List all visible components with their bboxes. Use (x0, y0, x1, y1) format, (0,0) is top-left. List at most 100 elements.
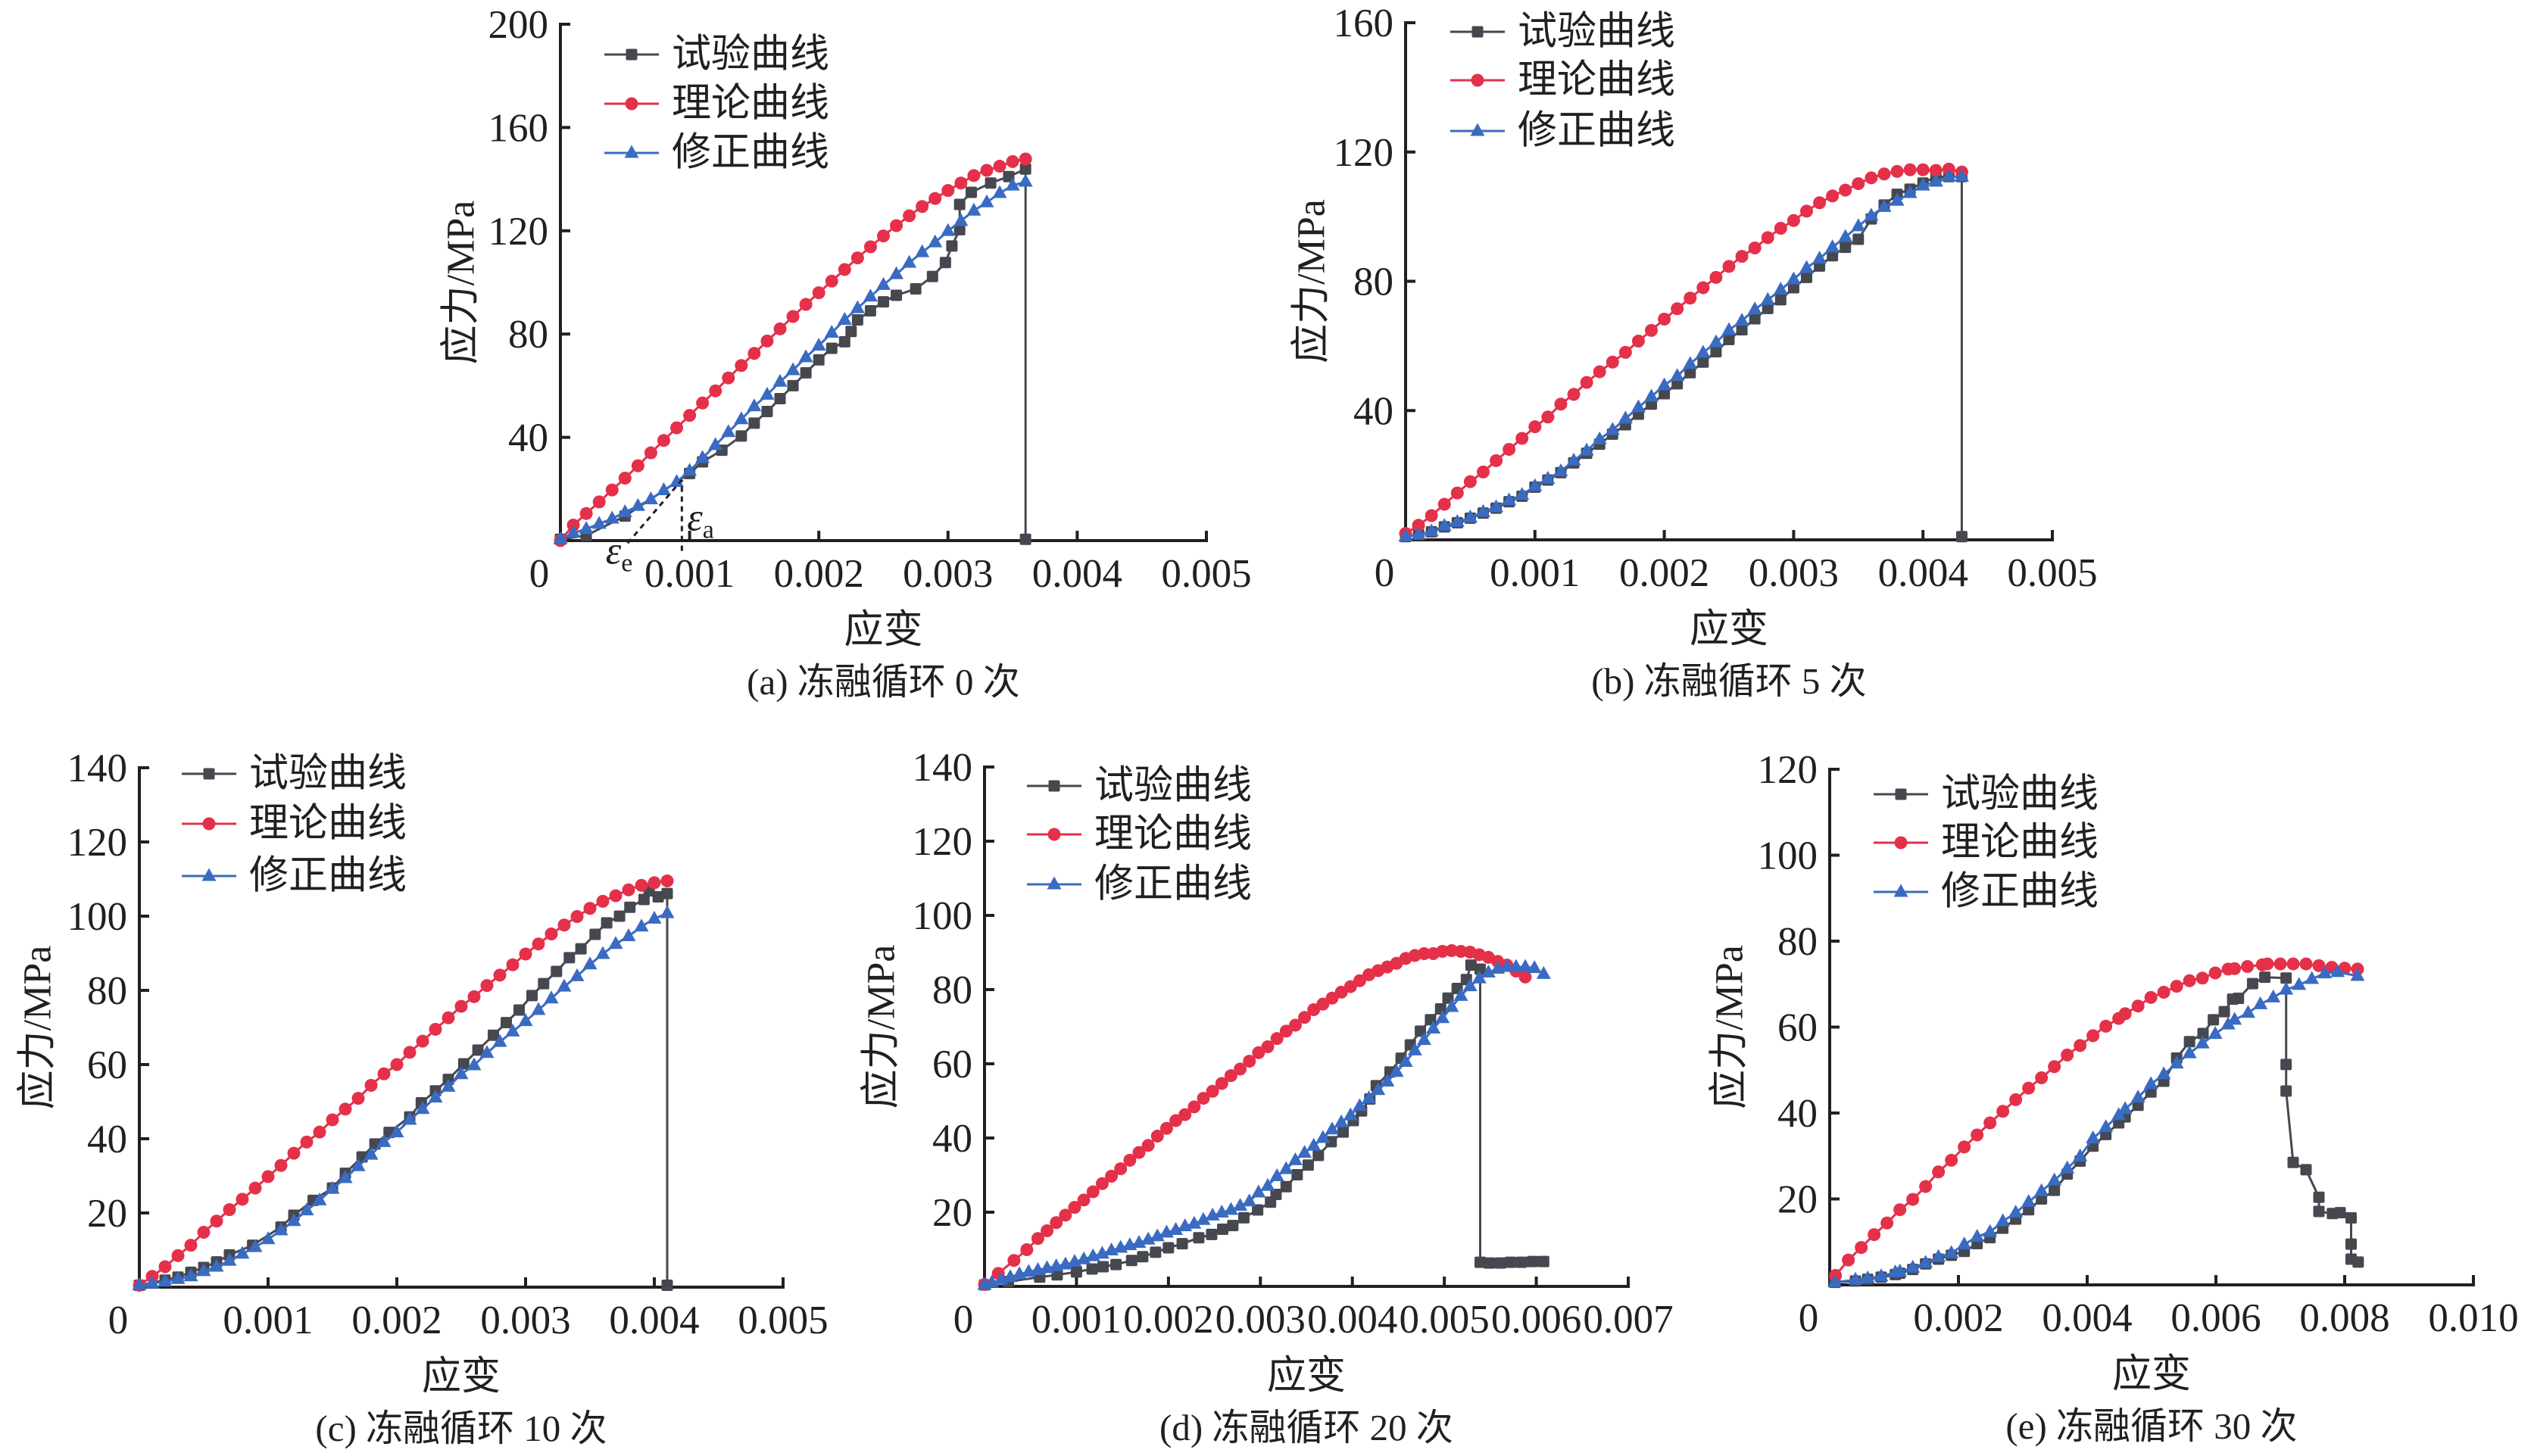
theory-curve-point (954, 176, 968, 190)
theory-curve-point (773, 322, 787, 335)
corrected-curve-point (876, 276, 891, 290)
theory-curve-point (1826, 189, 1840, 203)
theory-curve-point (1893, 1203, 1907, 1217)
legend-item-theory-curve: 理论曲线 (1450, 59, 1675, 102)
test-curve-point (2334, 1207, 2346, 1219)
corrected-curve-point (2156, 1066, 2171, 1080)
corrected-curve-point (479, 1045, 495, 1058)
theory-curve-point (2195, 971, 2209, 985)
theory-curve-point (313, 1125, 326, 1139)
corrected-curve-point (1760, 292, 1775, 305)
test-curve-point (1465, 959, 1477, 971)
legend-triangle-icon (1470, 123, 1485, 136)
test-curve-point (813, 354, 825, 366)
theory-curve-point (1658, 312, 1671, 326)
corrected-curve-point (2279, 981, 2294, 995)
test-curve-point (2313, 1191, 2325, 1203)
theory-curve-point (747, 347, 761, 360)
theory-curve-point (1252, 1046, 1265, 1059)
test-curve-point (2197, 1027, 2209, 1040)
corrected-curve-point (1518, 959, 1533, 972)
corrected-curve-point (1918, 1255, 1933, 1268)
theory-curve-series (554, 152, 1032, 547)
corrected-curve-point (1169, 1222, 1184, 1236)
theory-curve-point (1618, 345, 1632, 359)
corrected-curve-point (604, 510, 619, 524)
corrected-curve-line (1405, 175, 1962, 538)
theory-curve-point (493, 968, 507, 982)
corrected-curve-point (415, 1101, 430, 1115)
axes: 0.001 0.002 0.003 0.004 0.005 40 80 120 160 200 0 (488, 3, 1252, 596)
theory-curve-point (1234, 1062, 1247, 1076)
theory-curve-point (197, 1225, 211, 1239)
theory-curve-point (760, 334, 774, 348)
corrected-curve-point (941, 223, 956, 236)
corrected-curve-point (2241, 1005, 2255, 1018)
theory-curve-point (2131, 999, 2145, 1013)
test-curve-point (551, 965, 563, 977)
theory-curve-point (648, 876, 661, 890)
theory-curve-point (644, 446, 657, 460)
theory-curve-point (1971, 1128, 1984, 1142)
legend-item-corrected-curve: 修正曲线 (1874, 871, 2099, 914)
theory-curve-point (941, 184, 955, 198)
corrected-curve-point (492, 1034, 507, 1047)
corrected-curve-point (1471, 970, 1487, 984)
test-curve-point (2049, 1184, 2061, 1196)
test-curve-point (1019, 163, 1031, 175)
corrected-curve-point (2330, 964, 2345, 977)
test-curve-point (864, 305, 876, 317)
theory-curve-point (928, 192, 942, 205)
test-curve-point (2352, 1256, 2364, 1268)
theory-curve-point (980, 164, 994, 177)
corrected-curve-point (1325, 1121, 1340, 1135)
theory-curve-point (1996, 1105, 2010, 1118)
theory-curve-point (609, 889, 623, 903)
corrected-curve-point (1528, 478, 1543, 491)
corrected-curve-point (1631, 399, 1646, 413)
legend-label: 试验曲线 (672, 33, 829, 76)
theory-curve-point (1463, 475, 1477, 488)
corrected-curve-point (772, 373, 788, 387)
corrected-curve-point (1131, 1235, 1147, 1249)
corrected-curve-point (1848, 1271, 1863, 1285)
corrected-curve-point (2099, 1119, 2114, 1133)
corrected-curve-line (1834, 971, 2358, 1284)
theory-curve-point (903, 209, 916, 223)
test-curve-point (774, 392, 786, 404)
theory-curve-point (236, 1193, 249, 1206)
test-curve-point (1434, 1002, 1446, 1015)
corrected-curve-point (1251, 1184, 1266, 1198)
test-curve-point (851, 313, 863, 326)
corrected-curve-point (2317, 965, 2333, 979)
legend-label: 理论曲线 (672, 83, 829, 126)
theory-curve-point (1593, 365, 1606, 379)
theory-curve-point (1983, 1116, 1997, 1130)
test-curve-point (472, 1044, 484, 1056)
corrected-curve-point (209, 1258, 224, 1272)
corrected-curve-point (1475, 504, 1490, 517)
x-tick-label: 0.003 (480, 1299, 570, 1342)
corrected-curve-point (2208, 1026, 2223, 1040)
test-curve-line (1834, 976, 2359, 1284)
theory-curve-point (2228, 962, 2242, 975)
corrected-curve-point (402, 1111, 417, 1125)
x-tick-label: 0.001 (1031, 1298, 1122, 1342)
test-curve-point (1019, 533, 1031, 545)
x-tick-label: 0.004 (609, 1299, 699, 1342)
legend-triangle-icon (1047, 876, 1062, 890)
corrected-curve-point (721, 424, 736, 438)
corrected-curve-point (682, 463, 697, 476)
corrected-curve-point (1928, 173, 1943, 187)
theory-curve-point (1132, 1146, 1146, 1159)
legend-square-icon (1048, 780, 1060, 792)
theory-curve-point (812, 286, 825, 300)
theory-curve-point (1187, 1100, 1201, 1114)
corrected-curve-point (557, 978, 572, 992)
axes: 0.001 0.002 0.003 0.004 0.005 40 80 120 160 0 (1334, 2, 2098, 595)
theory-curve-line (1834, 962, 2358, 1277)
corrected-curve-point (518, 1013, 533, 1027)
corrected-curve-point (1721, 322, 1737, 335)
theory-curve-point (2061, 1048, 2074, 1062)
